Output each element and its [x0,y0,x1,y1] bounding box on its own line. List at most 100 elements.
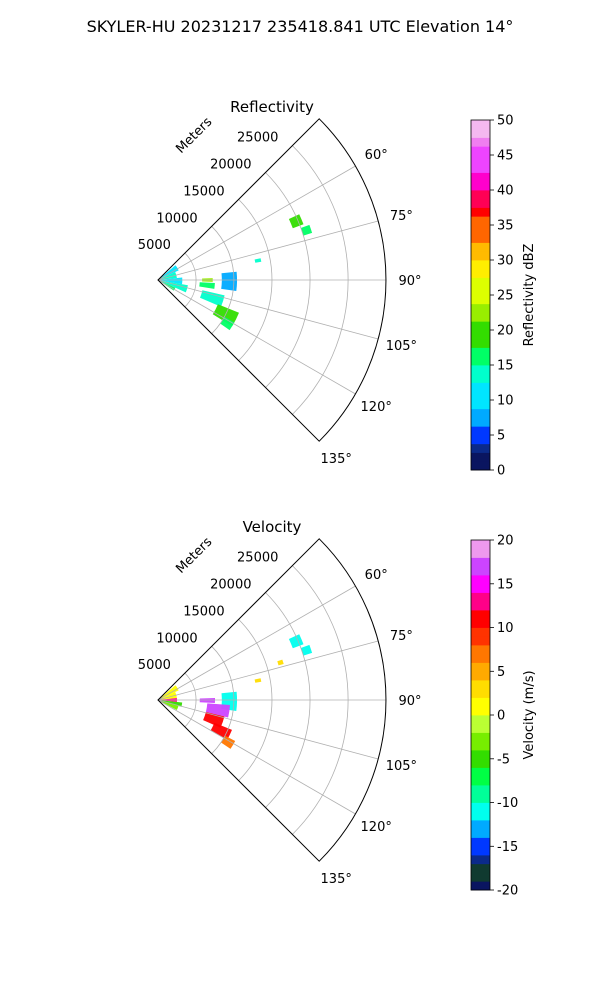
echo-cell [205,703,230,718]
azimuth-tick-label: 90° [398,274,421,289]
colorbar-band [471,645,490,655]
colorbar-band [471,636,490,646]
radial-tick-label: 15000 [183,604,224,619]
plot-frame [157,538,387,862]
azimuth-tick-label: 75° [390,209,413,224]
colorbar-tick-label: 20 [497,534,514,549]
azimuth-tick-label: 135° [321,872,352,887]
colorbar-band [471,172,490,182]
echo-cell [159,265,179,279]
colorbar-band [471,855,490,865]
echo-cell [203,712,225,728]
colorbar-band [471,417,490,427]
reflectivity-colorbar: 0 5 10 15 20 25 30 35 40 45 50 Reflectivity dBZ [470,114,537,479]
echo-cell [160,272,177,280]
colorbar-band [471,216,490,226]
azimuth-gridline [157,585,356,701]
colorbar-band [471,128,490,138]
colorbar-band [471,785,490,795]
colorbar-band [471,435,490,445]
colorbar-tick-label: -20 [497,884,518,899]
azimuth-tick-label: 135° [321,452,352,467]
colorbar-band [471,653,490,663]
azimuth-tick-label: 75° [390,629,413,644]
colorbar-band [471,627,490,637]
echo-cell [254,678,262,683]
azimuth-tick-label: 120° [361,400,392,415]
colorbar-band [471,155,490,165]
colorbar-band [471,706,490,716]
colorbar-band [471,618,490,628]
colorbar-tick-label: 5 [497,665,505,680]
colorbar-band [471,303,490,313]
radial-tick-label: 25000 [237,131,278,146]
colorbar-band [471,251,490,261]
echo-cell [221,735,236,749]
radial-tick-label: 20000 [210,158,251,173]
azimuth-tick-label: 105° [386,339,417,354]
azimuth-gridline [157,279,356,395]
radial-tick-label: 5000 [138,238,171,253]
colorbar-band [471,732,490,742]
reflectivity-polar-plot: 5000 10000 15000 20000 25000 Meters 60° 75° 90° 1… [138,115,422,468]
colorbar-band [471,277,490,287]
radial-tick-label: 10000 [156,631,197,646]
colorbar-band [471,146,490,156]
colorbar-band [471,776,490,786]
echo-cell [300,224,313,236]
radial-tick-label: 15000 [183,184,224,199]
radial-axis-label: Meters [173,535,215,577]
colorbar-band [471,828,490,838]
reflectivity-title: Reflectivity [230,98,314,116]
colorbar-tick-label: 25 [497,289,514,304]
figure-title: SKYLER-HU 20231217 235418.841 UTC Elevat… [87,17,514,36]
colorbar-band [471,592,490,602]
colorbar-band [471,426,490,436]
echo-cell [210,722,232,740]
colorbar-tick-label: 10 [497,394,514,409]
echo-cell [277,659,284,666]
colorbar-band [471,338,490,348]
colorbar-band [471,863,490,873]
plot-frame [157,118,387,442]
colorbar-band [471,575,490,585]
colorbar-band [471,225,490,235]
colorbar-band [471,321,490,331]
colorbar-band [471,120,490,130]
colorbar-band [471,260,490,270]
colorbar-band [471,881,490,891]
echo-cell [199,698,216,703]
echo-cell [300,644,313,656]
colorbar-label: Reflectivity dBZ [522,244,537,347]
colorbar-band [471,242,490,252]
colorbar-band [471,802,490,812]
colorbar-tick-label: -15 [497,840,518,855]
colorbar-band [471,181,490,191]
colorbar-band [471,391,490,401]
colorbar-band [471,688,490,698]
colorbar-band [471,750,490,760]
colorbar-band [471,198,490,208]
azimuth-gridline [157,640,379,701]
radial-tick-label: 5000 [138,658,171,673]
colorbar-band [471,662,490,672]
colorbar-band [471,837,490,847]
colorbar-band [471,400,490,410]
azimuth-tick-label: 120° [361,820,392,835]
colorbar-band [471,233,490,243]
colorbar-tick-label: 30 [497,254,514,269]
colorbar-tick-label: 20 [497,324,514,339]
colorbar-band [471,820,490,830]
azimuth-gridline [157,279,379,340]
colorbar-band [471,347,490,357]
colorbar-band [471,356,490,366]
radial-axis-label: Meters [173,115,215,157]
colorbar-band [471,583,490,593]
colorbar-band [471,758,490,768]
echo-cell [160,280,188,293]
radial-tick-label: 25000 [237,551,278,566]
reflectivity-panel: Reflectivity 5000 10000 15000 20000 25000 Met… [138,98,537,479]
echo-cell [160,692,177,700]
colorbar-band [471,286,490,296]
